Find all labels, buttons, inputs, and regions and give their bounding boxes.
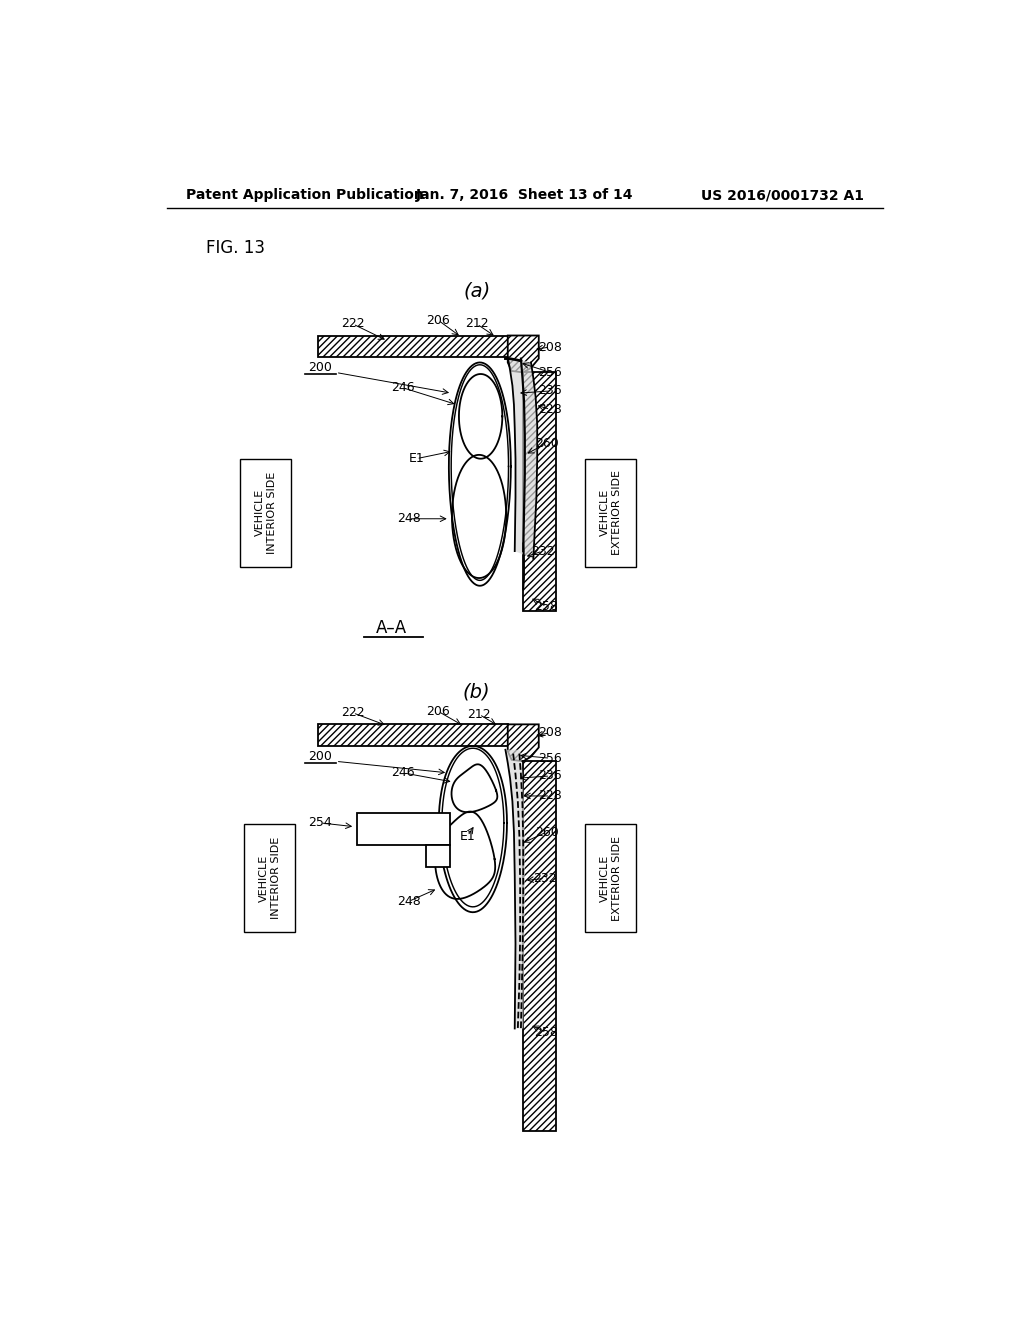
Text: A–A: A–A bbox=[376, 619, 408, 638]
Bar bbox=[523, 762, 556, 1131]
Bar bbox=[245, 825, 295, 932]
Text: 236: 236 bbox=[539, 770, 562, 783]
Bar bbox=[523, 372, 556, 611]
Text: 200: 200 bbox=[308, 750, 332, 763]
Text: VEHICLE
INTERIOR SIDE: VEHICLE INTERIOR SIDE bbox=[259, 837, 281, 920]
Text: 248: 248 bbox=[396, 895, 421, 908]
Polygon shape bbox=[508, 335, 539, 372]
Text: Patent Application Publication: Patent Application Publication bbox=[186, 189, 424, 202]
Text: 246: 246 bbox=[391, 381, 415, 395]
Text: 206: 206 bbox=[426, 314, 450, 326]
Bar bbox=[356, 813, 450, 845]
Text: 260: 260 bbox=[535, 825, 558, 838]
Text: 258: 258 bbox=[535, 1026, 558, 1039]
Text: 258: 258 bbox=[535, 601, 558, 612]
Bar bbox=[241, 459, 291, 566]
Bar bbox=[586, 459, 636, 566]
Text: 256: 256 bbox=[539, 751, 562, 764]
Text: Jan. 7, 2016  Sheet 13 of 14: Jan. 7, 2016 Sheet 13 of 14 bbox=[416, 189, 634, 202]
Bar bbox=[317, 335, 508, 356]
Text: 212: 212 bbox=[467, 708, 490, 721]
Text: FIG. 13: FIG. 13 bbox=[206, 239, 264, 257]
Text: 222: 222 bbox=[341, 317, 365, 330]
Text: 260: 260 bbox=[535, 437, 558, 450]
Text: 208: 208 bbox=[539, 341, 562, 354]
Text: VEHICLE
INTERIOR SIDE: VEHICLE INTERIOR SIDE bbox=[255, 471, 276, 553]
Text: 254: 254 bbox=[308, 816, 332, 829]
Text: 248: 248 bbox=[396, 512, 421, 525]
Text: 208: 208 bbox=[539, 726, 562, 739]
Bar bbox=[426, 845, 450, 867]
Text: 236: 236 bbox=[539, 384, 562, 397]
Bar bbox=[317, 725, 508, 746]
Text: US 2016/0001732 A1: US 2016/0001732 A1 bbox=[701, 189, 864, 202]
Polygon shape bbox=[508, 358, 538, 558]
Text: 246: 246 bbox=[391, 767, 415, 779]
Text: E1: E1 bbox=[460, 829, 475, 842]
Text: 228: 228 bbox=[539, 789, 562, 803]
Text: 206: 206 bbox=[426, 705, 450, 718]
Text: 232: 232 bbox=[530, 545, 554, 557]
Text: VEHICLE
EXTERIOR SIDE: VEHICLE EXTERIOR SIDE bbox=[600, 836, 622, 921]
Polygon shape bbox=[506, 750, 524, 1028]
Polygon shape bbox=[508, 725, 539, 762]
Text: 228: 228 bbox=[539, 403, 562, 416]
Text: E1: E1 bbox=[409, 453, 424, 465]
Text: (a): (a) bbox=[463, 281, 490, 301]
Text: 232: 232 bbox=[534, 871, 557, 884]
Text: 256: 256 bbox=[539, 366, 562, 379]
Text: (b): (b) bbox=[463, 682, 490, 701]
Text: 222: 222 bbox=[341, 706, 365, 719]
Text: VEHICLE
EXTERIOR SIDE: VEHICLE EXTERIOR SIDE bbox=[600, 470, 622, 556]
Text: 200: 200 bbox=[308, 362, 332, 375]
Bar bbox=[586, 825, 636, 932]
Text: 212: 212 bbox=[465, 317, 488, 330]
